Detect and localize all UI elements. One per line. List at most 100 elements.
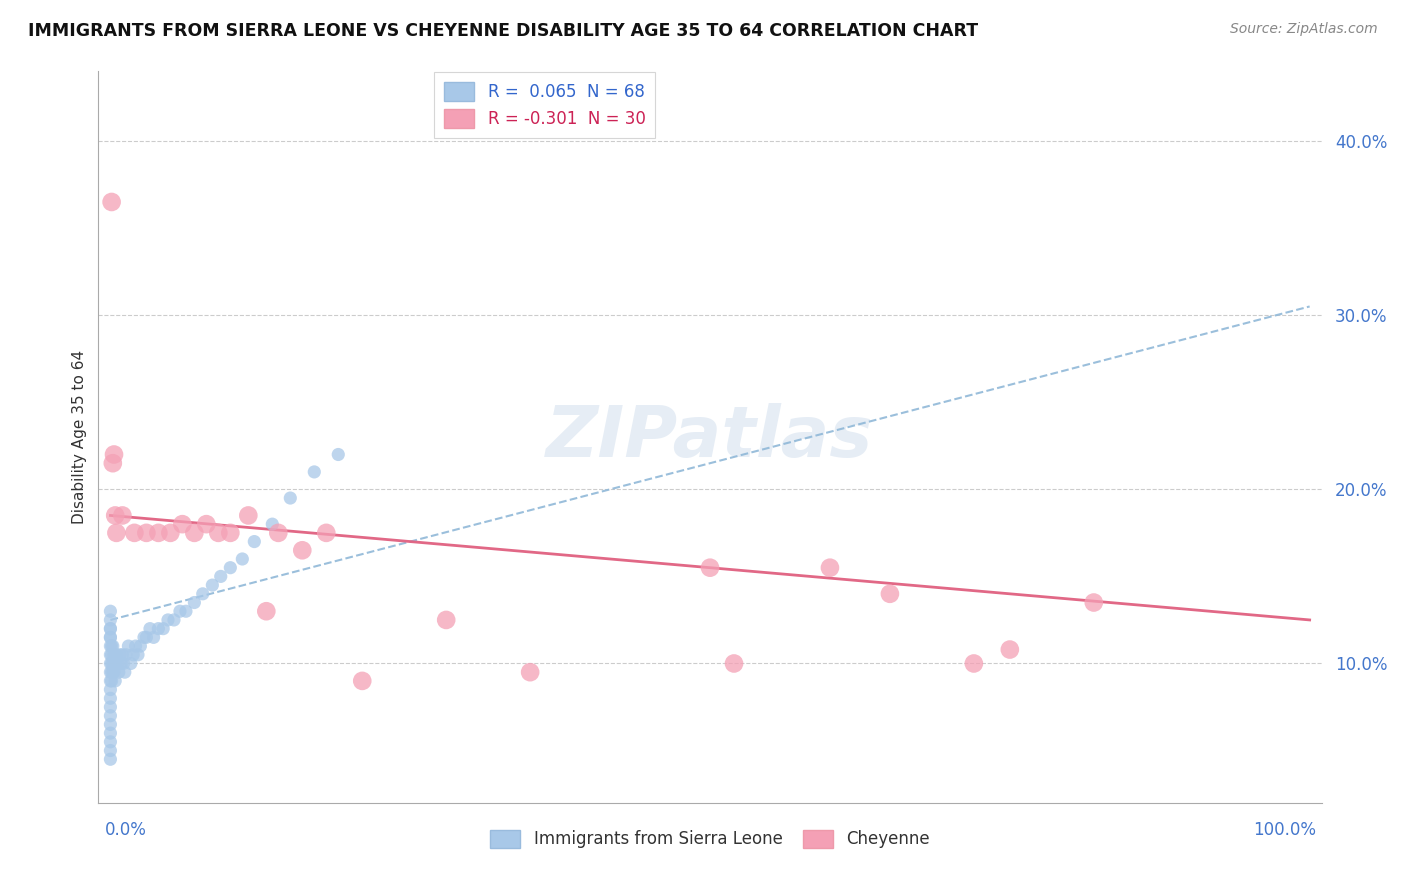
Point — [1083, 595, 1105, 609]
Point — [148, 525, 170, 540]
Text: 0.0%: 0.0% — [104, 821, 146, 839]
Point — [100, 613, 122, 627]
Point — [100, 622, 122, 636]
Point — [111, 648, 134, 662]
Point — [100, 717, 122, 731]
Point — [209, 569, 232, 583]
Point — [100, 726, 122, 740]
Point — [100, 752, 122, 766]
Point — [818, 560, 841, 574]
Point — [219, 525, 242, 540]
Point — [124, 525, 146, 540]
Point — [124, 639, 146, 653]
Point — [291, 543, 314, 558]
Point — [238, 508, 260, 523]
Point — [352, 673, 374, 688]
Point — [254, 604, 277, 618]
Point — [963, 657, 986, 671]
Point — [156, 613, 179, 627]
Point — [304, 465, 326, 479]
Point — [120, 657, 142, 671]
Point — [163, 613, 186, 627]
Point — [183, 595, 205, 609]
Point — [207, 525, 229, 540]
Point — [108, 665, 129, 680]
Point — [723, 657, 745, 671]
Point — [101, 639, 124, 653]
Point — [100, 631, 122, 645]
Point — [101, 657, 124, 671]
Point — [262, 517, 284, 532]
Point — [172, 517, 194, 532]
Point — [100, 735, 122, 749]
Point — [169, 604, 191, 618]
Point — [148, 622, 170, 636]
Point — [110, 657, 132, 671]
Point — [122, 648, 145, 662]
Point — [100, 700, 122, 714]
Point — [159, 525, 181, 540]
Point — [519, 665, 541, 680]
Text: ZIPatlas: ZIPatlas — [547, 402, 873, 472]
Legend: Immigrants from Sierra Leone, Cheyenne: Immigrants from Sierra Leone, Cheyenne — [482, 822, 938, 856]
Point — [103, 665, 125, 680]
Point — [315, 525, 337, 540]
Point — [998, 642, 1021, 657]
Point — [100, 622, 122, 636]
Point — [117, 639, 139, 653]
Point — [174, 604, 197, 618]
Point — [100, 708, 122, 723]
Point — [104, 673, 127, 688]
Point — [107, 657, 129, 671]
Point — [101, 456, 124, 470]
Point — [191, 587, 214, 601]
Point — [100, 648, 122, 662]
Point — [328, 448, 350, 462]
Text: IMMIGRANTS FROM SIERRA LEONE VS CHEYENNE DISABILITY AGE 35 TO 64 CORRELATION CHA: IMMIGRANTS FROM SIERRA LEONE VS CHEYENNE… — [28, 22, 979, 40]
Point — [100, 648, 122, 662]
Point — [104, 508, 127, 523]
Point — [699, 560, 721, 574]
Point — [183, 525, 205, 540]
Point — [100, 639, 122, 653]
Point — [115, 648, 138, 662]
Point — [100, 657, 122, 671]
Point — [100, 657, 122, 671]
Point — [100, 194, 122, 209]
Point — [105, 648, 128, 662]
Point — [101, 665, 124, 680]
Point — [201, 578, 224, 592]
Point — [100, 665, 122, 680]
Point — [104, 657, 127, 671]
Point — [108, 648, 131, 662]
Point — [135, 525, 157, 540]
Point — [100, 743, 122, 757]
Point — [434, 613, 457, 627]
Point — [132, 631, 155, 645]
Point — [152, 622, 174, 636]
Point — [103, 648, 125, 662]
Point — [267, 525, 290, 540]
Point — [114, 665, 136, 680]
Point — [100, 691, 122, 706]
Point — [195, 517, 218, 532]
Point — [142, 631, 165, 645]
Point — [231, 552, 253, 566]
Point — [100, 673, 122, 688]
Point — [219, 560, 242, 574]
Point — [127, 648, 149, 662]
Point — [105, 525, 128, 540]
Point — [103, 448, 125, 462]
Point — [100, 604, 122, 618]
Point — [135, 631, 157, 645]
Point — [100, 682, 122, 697]
Point — [100, 631, 122, 645]
Point — [243, 534, 266, 549]
Point — [100, 673, 122, 688]
Point — [879, 587, 901, 601]
Point — [139, 622, 162, 636]
Point — [100, 665, 122, 680]
Point — [112, 657, 135, 671]
Point — [111, 508, 134, 523]
Point — [278, 491, 301, 505]
